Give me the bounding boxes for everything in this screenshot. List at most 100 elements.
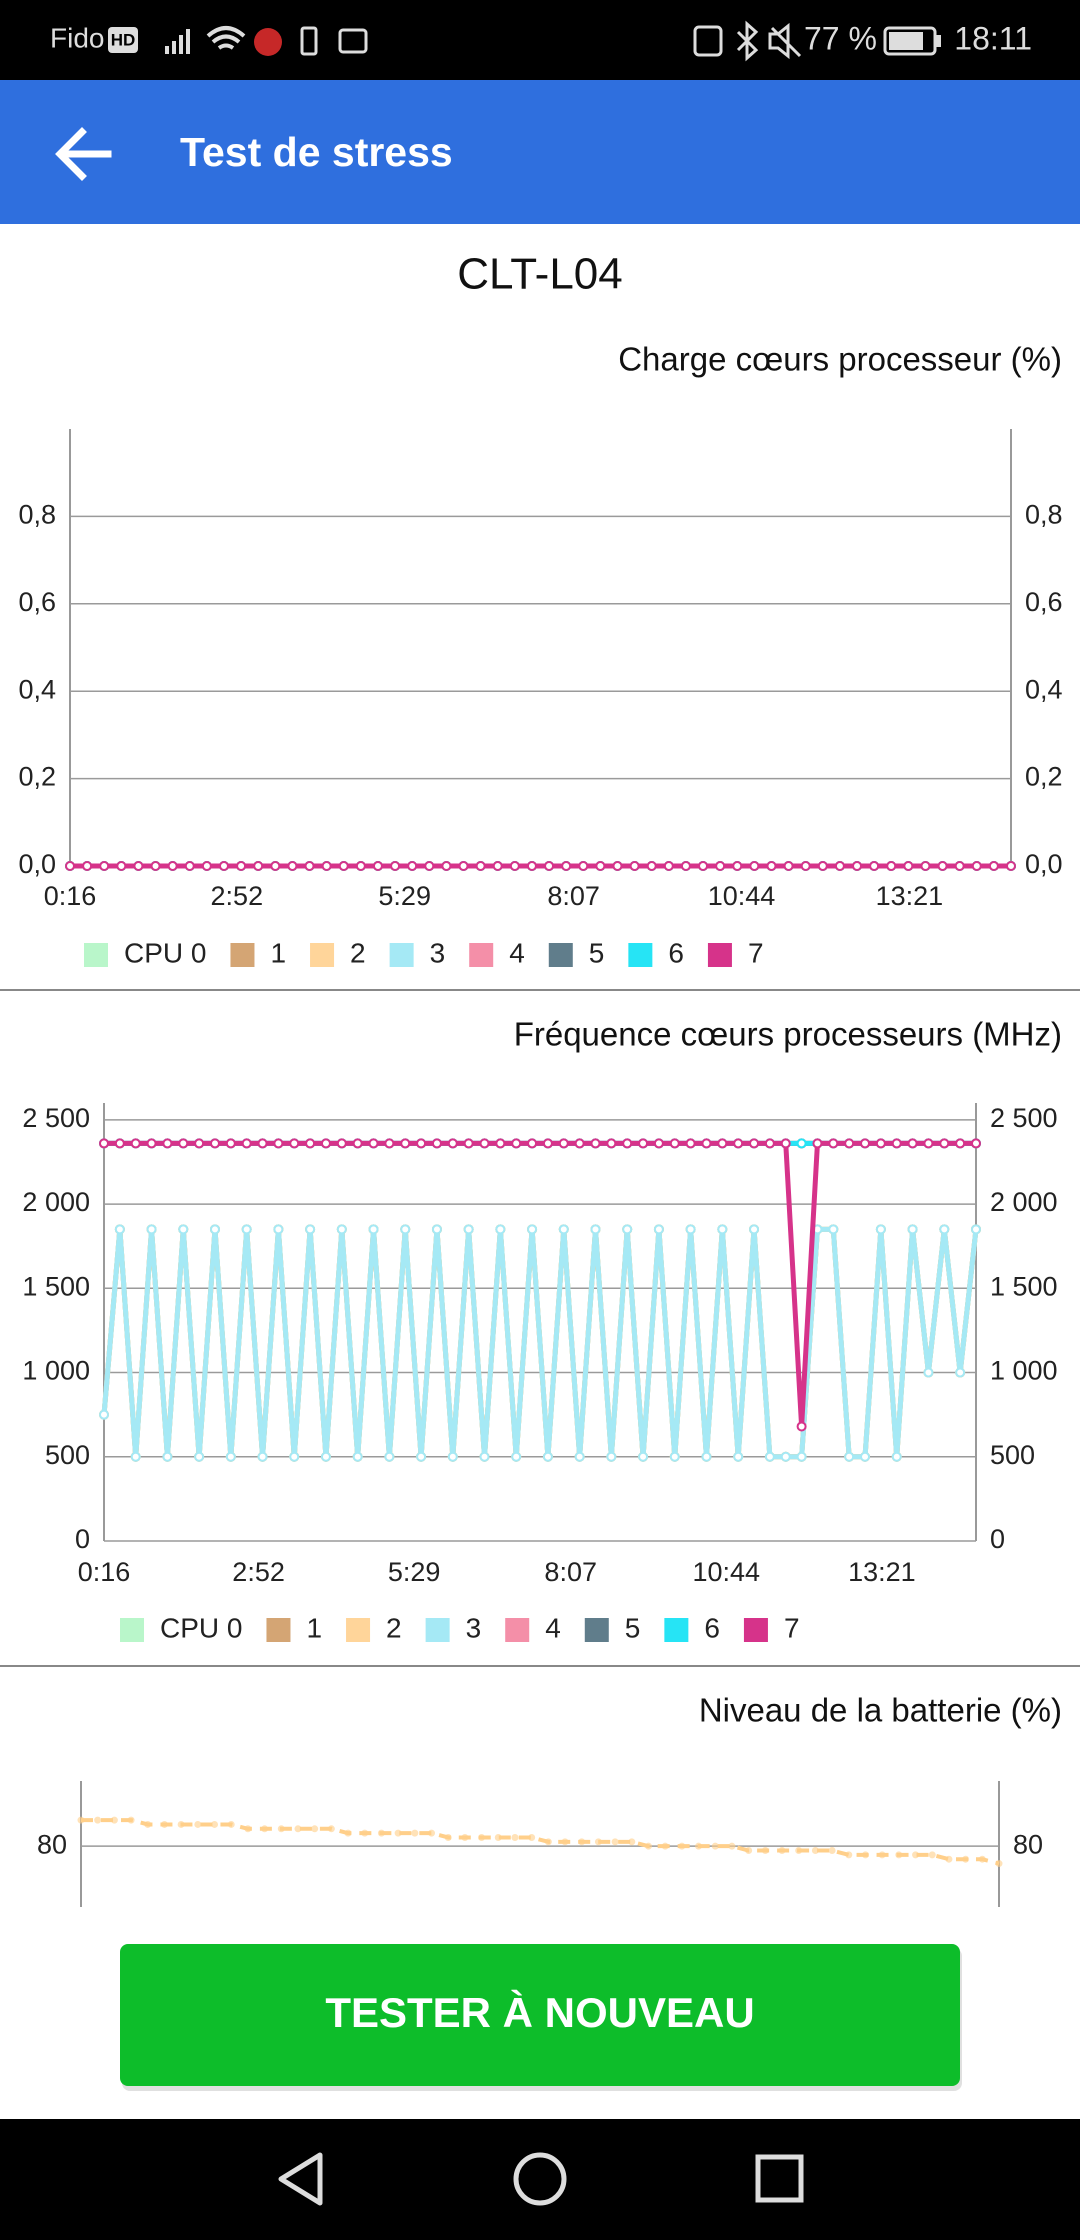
data-point <box>574 1451 585 1462</box>
nav-back[interactable] <box>278 2152 323 2206</box>
nav-recents[interactable] <box>755 2154 804 2203</box>
data-point <box>595 861 606 871</box>
legend-swatch <box>628 943 653 967</box>
data-point <box>733 1451 744 1462</box>
data-point <box>962 1855 970 1863</box>
data-point <box>167 861 178 871</box>
bluetooth-icon <box>736 20 759 62</box>
data-point <box>939 1224 950 1235</box>
series-line <box>81 1818 1000 1866</box>
data-point <box>209 1138 220 1149</box>
data-point <box>783 861 794 871</box>
data-point <box>479 1451 490 1462</box>
data-point <box>795 1847 803 1855</box>
data-point <box>411 1829 419 1837</box>
signal-icon <box>165 29 190 54</box>
back-button[interactable] <box>55 127 112 181</box>
legend-label: 5 <box>589 937 605 968</box>
y-tick-label: 500 <box>45 1440 90 1470</box>
data-point <box>995 1860 1003 1868</box>
chart-title: Niveau de la batterie (%) <box>699 1692 1062 1729</box>
data-point <box>971 1224 981 1235</box>
data-point <box>289 1451 300 1462</box>
data-point <box>294 1825 302 1833</box>
data-point <box>320 1138 331 1149</box>
data-point <box>817 861 828 871</box>
data-point <box>352 1451 363 1462</box>
legend-swatch <box>469 943 494 967</box>
data-point <box>796 1138 807 1149</box>
data-point <box>236 861 247 871</box>
data-point <box>144 1820 152 1828</box>
data-point <box>749 861 760 871</box>
data-point <box>218 861 229 871</box>
data-point <box>114 1224 125 1235</box>
app-icon <box>254 28 282 56</box>
data-point <box>194 1451 205 1462</box>
legend-label: 1 <box>270 937 286 968</box>
data-point <box>606 1138 617 1149</box>
data-point <box>209 1224 220 1235</box>
data-point <box>860 1138 871 1149</box>
data-point <box>800 861 811 871</box>
data-point <box>377 1829 385 1837</box>
data-point <box>828 1138 839 1149</box>
data-point <box>336 1224 347 1235</box>
data-point <box>527 1224 538 1235</box>
data-point <box>558 1224 569 1235</box>
carrier: Fido <box>50 22 104 53</box>
data-point <box>945 1855 953 1863</box>
data-point <box>194 1820 202 1828</box>
data-point <box>273 1138 284 1149</box>
legend-swatch <box>346 1618 371 1642</box>
y-tick-label: 0,2 <box>1025 762 1063 792</box>
retest-button[interactable] <box>120 1944 960 2086</box>
data-point <box>344 1829 352 1837</box>
data-point <box>65 861 75 871</box>
legend-swatch <box>310 943 335 967</box>
data-point <box>463 1224 474 1235</box>
badge-bg <box>108 27 138 53</box>
data-point <box>680 861 691 871</box>
data-point <box>796 1451 807 1462</box>
data-point <box>99 861 110 871</box>
legend-swatch <box>230 943 255 967</box>
data-point <box>844 1138 855 1149</box>
data-point <box>561 1838 569 1846</box>
y-tick-label: 1 500 <box>22 1271 90 1301</box>
data-point <box>287 861 298 871</box>
battery-icon <box>883 26 937 56</box>
data-point <box>201 861 212 871</box>
data-point <box>912 1851 920 1859</box>
data-point <box>528 1833 536 1841</box>
data-point <box>352 1138 363 1149</box>
data-point <box>475 861 486 871</box>
data-point <box>954 861 965 871</box>
data-point <box>542 1138 553 1149</box>
data-point <box>701 1451 712 1462</box>
data-point <box>558 1138 569 1149</box>
data-point <box>492 861 503 871</box>
y-tick-label: 0,2 <box>18 762 56 792</box>
data-point <box>780 1138 791 1149</box>
series-line <box>101 1226 979 1460</box>
data-point <box>110 1816 118 1824</box>
data-point <box>733 1138 744 1149</box>
data-point <box>701 1138 712 1149</box>
y-tick-label: 0 <box>990 1524 1005 1554</box>
data-point <box>698 861 709 871</box>
data-point <box>146 1138 157 1149</box>
data-point <box>764 1138 775 1149</box>
data-point <box>495 1224 506 1235</box>
app-bar <box>0 80 1080 224</box>
nav-home[interactable] <box>513 2152 567 2206</box>
y-tick-label: 0,4 <box>1025 674 1063 704</box>
data-point <box>828 1224 839 1235</box>
data-point <box>116 861 127 871</box>
wifi-icon <box>206 26 246 50</box>
nav-bar <box>0 2119 1080 2240</box>
data-point <box>574 1138 585 1149</box>
data-point <box>928 1851 936 1859</box>
data-point <box>304 861 315 871</box>
